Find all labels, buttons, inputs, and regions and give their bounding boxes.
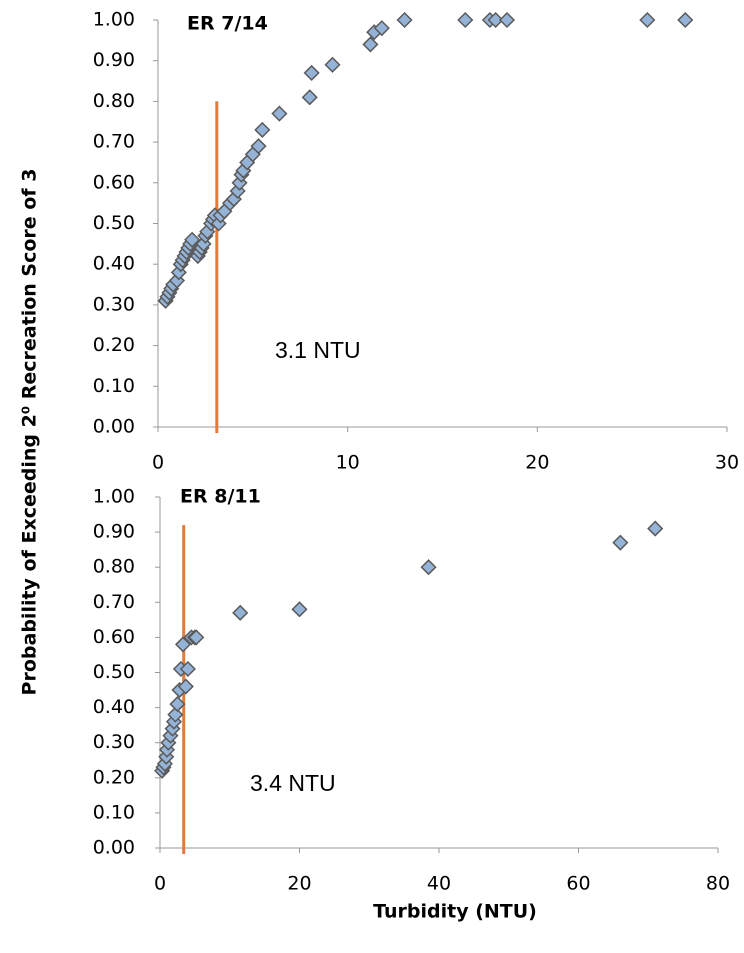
y-tick-label: 0.90 (93, 49, 135, 71)
point (612, 534, 629, 551)
point (188, 629, 205, 646)
point (174, 636, 192, 653)
point (677, 11, 694, 29)
chart-title: ER 7/14 (187, 13, 268, 35)
chart-title: ER 8/11 (180, 486, 261, 508)
point (420, 559, 437, 576)
x-tick-label: 20 (525, 452, 549, 474)
y-tick-label: 0.30 (93, 731, 135, 753)
y-tick-label: 0.50 (93, 661, 135, 683)
x-tick-label: 20 (287, 873, 311, 895)
y-tick-label: 0.60 (93, 626, 135, 648)
y-tick-label: 0.10 (93, 375, 135, 397)
y-tick-label: 0.20 (93, 334, 135, 356)
point (167, 706, 184, 723)
x-tick-label: 60 (566, 873, 590, 895)
point (232, 604, 249, 621)
y-tick-label: 0.00 (93, 837, 135, 859)
y-tick-label: 0.20 (93, 766, 135, 788)
x-tick-label: 10 (336, 452, 360, 474)
y-tick-label: 1.00 (93, 9, 135, 31)
point (647, 520, 664, 537)
point (184, 231, 201, 248)
x-axis-title: Turbidity (NTU) (373, 901, 537, 923)
point (250, 138, 267, 155)
y-tick-label: 0.70 (93, 591, 135, 613)
point (373, 20, 390, 37)
threshold-label: 3.4 NTU (250, 770, 336, 796)
point (177, 678, 194, 695)
y-tick-label: 0.80 (93, 556, 135, 578)
point (301, 89, 318, 106)
point (362, 36, 379, 53)
y-tick-label: 0.10 (93, 801, 135, 823)
point (487, 11, 504, 29)
point (457, 11, 474, 29)
y-tick-label: 0.40 (93, 253, 135, 275)
point (169, 696, 186, 713)
y-tick-label: 0.70 (93, 131, 135, 153)
y-tick-label: 0.00 (93, 416, 135, 438)
point (179, 660, 196, 678)
point (271, 105, 288, 122)
point (291, 601, 308, 618)
x-tick-label: 80 (706, 873, 730, 895)
y-tick-label: 0.60 (93, 171, 135, 193)
point (254, 121, 271, 138)
point (498, 11, 516, 29)
point (639, 11, 656, 29)
y-tick-label: 0.50 (93, 212, 135, 234)
y-tick-label: 0.80 (93, 90, 135, 112)
x-tick-label: 30 (715, 452, 739, 474)
y-tick-label: 1.00 (93, 486, 135, 508)
point (324, 56, 341, 73)
y-axis-title: Probability of Exceeding 2⁰ Recreation S… (19, 169, 41, 696)
point (396, 11, 413, 29)
x-tick-label: 0 (154, 873, 166, 895)
y-tick-label: 0.40 (93, 696, 135, 718)
y-tick-label: 0.90 (93, 521, 135, 543)
point (303, 64, 320, 81)
y-tick-label: 0.30 (93, 293, 135, 315)
x-tick-label: 0 (152, 452, 164, 474)
x-tick-label: 40 (427, 873, 451, 895)
threshold-label: 3.1 NTU (275, 337, 361, 363)
